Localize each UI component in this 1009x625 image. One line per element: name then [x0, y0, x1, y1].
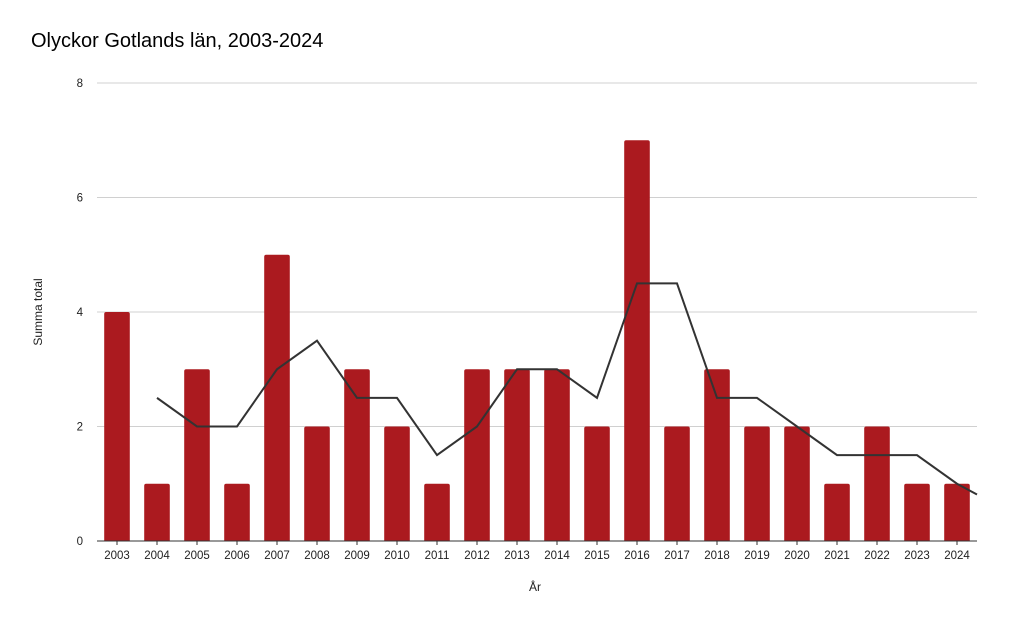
- bar: [784, 426, 810, 541]
- bar: [264, 254, 290, 541]
- bar: [464, 369, 490, 541]
- x-axis-label: År: [529, 579, 541, 594]
- x-tick-label: 2005: [184, 550, 210, 562]
- y-tick-label: 6: [77, 193, 83, 205]
- bar: [704, 369, 730, 541]
- y-axis-label: Summa total: [31, 278, 45, 345]
- bar: [744, 426, 770, 541]
- x-tick-label: 2022: [864, 550, 890, 562]
- x-tick-label: 2011: [425, 550, 450, 562]
- x-tick-label: 2023: [904, 550, 930, 562]
- x-tick-label: 2006: [224, 550, 250, 562]
- x-tick-label: 2007: [264, 550, 290, 562]
- bar: [424, 483, 450, 541]
- trend-line: [156, 282, 978, 496]
- bar: [384, 426, 410, 541]
- x-tick-label: 2018: [704, 550, 730, 562]
- x-tick-label: 2016: [624, 550, 650, 562]
- bar: [104, 312, 130, 541]
- gridlines: [97, 82, 977, 427]
- bar: [944, 483, 970, 541]
- x-tick-label: 2009: [344, 550, 370, 562]
- bar: [344, 369, 370, 541]
- x-tick-label: 2020: [784, 550, 810, 562]
- bar: [184, 369, 210, 541]
- bar: [544, 369, 570, 541]
- y-tick-label: 8: [77, 78, 83, 90]
- x-tick-label: 2024: [944, 550, 970, 562]
- bar: [584, 426, 610, 541]
- y-tick-label: 4: [77, 307, 84, 319]
- x-tick-label: 2017: [664, 550, 690, 562]
- x-tick-label: 2004: [144, 550, 170, 562]
- bar: [904, 483, 930, 541]
- axes: 0 2 4 6 8 2003 2004 2005 2006 2007 2008 2009 2010 201…: [77, 78, 977, 562]
- x-tick-label: 2014: [544, 550, 570, 562]
- bar: [864, 426, 890, 541]
- bar: [304, 426, 330, 541]
- bar-series: [104, 140, 970, 541]
- x-tick-label: 2010: [384, 550, 410, 562]
- bar: [824, 483, 850, 541]
- x-tick-label: 2012: [464, 550, 490, 562]
- bar: [224, 483, 250, 541]
- bar: [504, 369, 530, 541]
- chart-title: Olyckor Gotlands län, 2003-2024: [31, 30, 324, 52]
- bar: [624, 140, 650, 541]
- bar: [664, 426, 690, 541]
- x-tick-label: 2008: [304, 550, 330, 562]
- x-tick-label: 2015: [584, 550, 610, 562]
- bar: [144, 483, 170, 541]
- x-tick-label: 2019: [744, 550, 770, 562]
- y-tick-label: 2: [77, 422, 83, 434]
- trend-line-series: [156, 282, 978, 496]
- x-tick-label: 2021: [824, 550, 850, 562]
- x-tick-label: 2003: [104, 550, 130, 562]
- y-tick-label: 0: [77, 536, 83, 548]
- x-tick-label: 2013: [504, 550, 530, 562]
